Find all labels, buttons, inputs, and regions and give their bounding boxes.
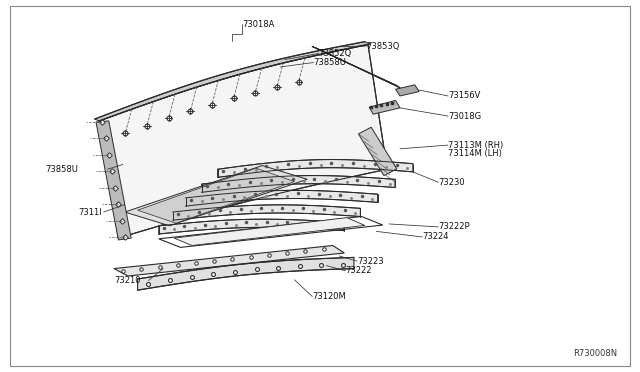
Text: 73210: 73210 [114, 276, 140, 285]
Text: 73156V: 73156V [448, 92, 481, 100]
Text: 73230: 73230 [438, 178, 465, 187]
Text: 73018A: 73018A [242, 20, 275, 29]
Polygon shape [218, 160, 413, 177]
Text: 73853Q: 73853Q [366, 42, 399, 51]
Text: 73858U: 73858U [314, 58, 346, 67]
Text: 73018G: 73018G [448, 112, 481, 121]
Polygon shape [99, 45, 387, 238]
Text: 73224: 73224 [422, 232, 449, 241]
Text: 73223: 73223 [357, 257, 384, 266]
Text: 73222: 73222 [346, 266, 372, 275]
Text: 73222P: 73222P [438, 222, 470, 231]
Text: 73858U: 73858U [45, 165, 77, 174]
Text: 73113M (RH): 73113M (RH) [448, 141, 503, 150]
Polygon shape [125, 166, 307, 226]
Polygon shape [95, 42, 370, 121]
Text: 73120M: 73120M [312, 292, 346, 301]
Polygon shape [114, 246, 344, 276]
Polygon shape [202, 176, 395, 192]
Polygon shape [159, 219, 344, 234]
Polygon shape [138, 168, 294, 223]
Polygon shape [96, 121, 131, 240]
Text: 73114M (LH): 73114M (LH) [448, 149, 502, 158]
Polygon shape [138, 257, 354, 290]
Polygon shape [369, 100, 400, 114]
Text: 7311I: 7311I [78, 208, 102, 217]
Text: R730008N: R730008N [573, 349, 618, 358]
Polygon shape [358, 127, 397, 176]
Polygon shape [396, 85, 419, 96]
Polygon shape [173, 205, 360, 220]
Polygon shape [312, 46, 400, 88]
Polygon shape [186, 190, 378, 206]
Polygon shape [174, 218, 365, 246]
Text: 73852Q: 73852Q [319, 49, 352, 58]
